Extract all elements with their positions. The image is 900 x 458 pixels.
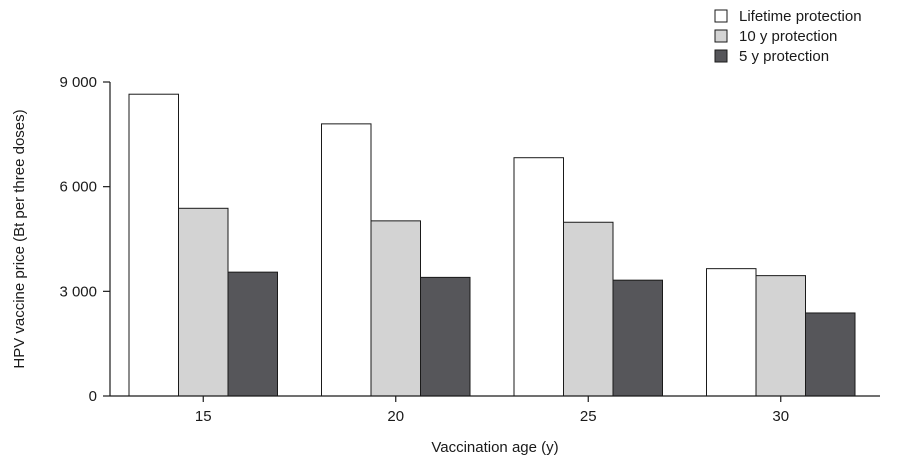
bar-lifetime-protection-15 <box>128 93 179 397</box>
legend-swatch <box>714 9 728 23</box>
bar-10-y-protection-25 <box>563 221 614 397</box>
x-tick-label: 20 <box>387 408 404 425</box>
legend-label: 10 y protection <box>739 28 837 45</box>
y-tick-label: 0 <box>89 388 97 405</box>
bar-5-y-protection-30 <box>805 312 856 397</box>
bar-lifetime-protection-30 <box>706 268 757 397</box>
bar-5-y-protection-15 <box>227 271 278 397</box>
y-axis-title: HPV vaccine price (Bt per three doses) <box>11 109 28 368</box>
bars-group <box>128 93 856 397</box>
bar-lifetime-protection-20 <box>321 123 372 397</box>
bar-lifetime-protection-25 <box>513 157 564 397</box>
bar-10-y-protection-20 <box>370 220 421 397</box>
legend: Lifetime protection 10 y protection 5 y pr… <box>714 8 862 65</box>
y-ticks-group: 0 3 000 6 000 9 000 <box>59 74 110 405</box>
bar-10-y-protection-30 <box>755 275 806 397</box>
x-tick-label: 30 <box>772 408 789 425</box>
bar-10-y-protection-15 <box>178 207 229 397</box>
x-tick-label: 15 <box>195 408 212 425</box>
bar-5-y-protection-20 <box>420 276 471 397</box>
y-tick-label: 6 000 <box>59 179 97 196</box>
y-tick-label: 3 000 <box>59 283 97 300</box>
legend-swatch <box>714 29 728 43</box>
x-axis-title: Vaccination age (y) <box>431 439 558 456</box>
legend-label: Lifetime protection <box>739 8 862 25</box>
legend-swatch <box>714 49 728 63</box>
x-ticks-group: 15 20 25 30 <box>195 396 789 425</box>
legend-label: 5 y protection <box>739 48 829 65</box>
bar-5-y-protection-25 <box>612 279 663 397</box>
axes-group <box>109 82 880 397</box>
x-tick-label: 25 <box>580 408 597 425</box>
y-tick-label: 9 000 <box>59 74 97 91</box>
